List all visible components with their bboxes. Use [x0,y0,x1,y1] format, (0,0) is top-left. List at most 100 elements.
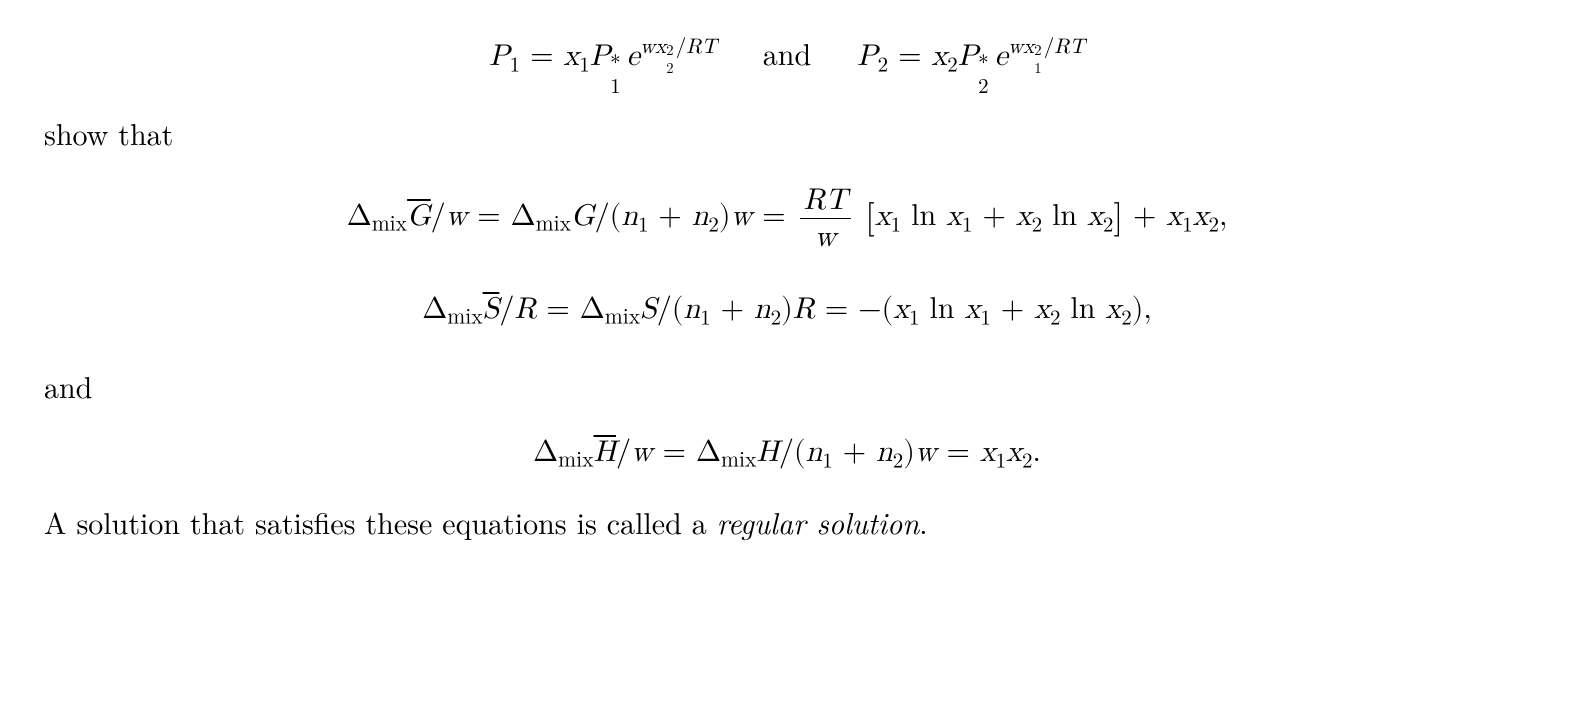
sub-2: 2 [893,451,904,472]
sub-1: 1 [980,308,991,329]
equals: = [530,41,563,71]
x: x [980,437,996,467]
exponent-1: wx22/RT [640,37,717,58]
lparen: ( [610,201,622,231]
x: x [875,201,891,231]
sub-1: 1 [891,216,902,237]
eq2-content: ΔmixG/w = ΔmixG/(n1 + n2)w = RT w [x1 ln… [347,201,1228,231]
lbracket: [ [865,200,875,235]
x: x [893,294,909,324]
slash: / [595,201,610,231]
lparen: ( [882,294,894,324]
e-symbol: e [627,41,640,71]
w: w [446,201,468,231]
ln: ln [1070,294,1095,324]
equals: = [898,41,931,71]
rparen: ) [781,294,793,324]
w: w [815,222,837,252]
show-that-text: show that [44,110,1530,155]
n: n [806,437,823,467]
slash: / [499,294,514,324]
rbracket: ] [1113,200,1123,235]
plus: + [972,201,1015,231]
sub-1: 1 [962,216,973,237]
rparen: ) [903,437,915,467]
plus: + [711,294,754,324]
equals: = [825,294,858,324]
equation-4: ΔmixH/w = ΔmixH/(n1 + n2)w = x1x2. [44,426,1530,478]
r: R [793,294,815,324]
rparen: ) [1132,294,1144,324]
mix-sub: mix [447,307,482,328]
equals: = [663,437,696,467]
exponent-2: wx21/RT [1008,37,1085,58]
eq1-left: P1 = x1P∗1ewx22/RT [489,41,727,71]
n: n [754,294,771,324]
sub-1: 1 [1182,216,1193,237]
sub-2: 2 [1032,216,1043,237]
n: n [621,201,638,231]
sub-2: 2 [1022,451,1033,472]
eq3-content: ΔmixS/R = ΔmixS/(n1 + n2)R = −(x1 ln x1 … [422,294,1152,324]
equals: = [947,437,980,467]
delta: Δ [422,294,447,324]
x: x [946,201,962,231]
lparen: ( [794,437,806,467]
sub-1: 1 [822,451,833,472]
slash: / [657,294,672,324]
s: S [640,294,657,324]
w: w [631,437,653,467]
period: . [1033,437,1041,467]
h-bar: H [594,437,617,467]
regular-solution-term: regular solution [717,500,919,543]
n: n [683,294,700,324]
sub-1: 1 [638,216,649,237]
sub-1: 1 [909,308,920,329]
g-bar: G [407,201,431,231]
equation-2: ΔmixG/w = ΔmixG/(n1 + n2)w = RT w [x1 ln… [44,183,1530,255]
x: x [1193,201,1209,231]
mix-sub: mix [558,450,593,471]
w: w [915,437,937,467]
ln: ln [1052,201,1077,231]
plus: + [991,294,1034,324]
w: w [731,201,753,231]
and-connector: and [763,31,811,74]
comma: , [1219,201,1227,231]
and-label: and [44,364,92,407]
slash: / [616,437,631,467]
rt: RT [804,185,848,215]
rparen: ) [719,201,731,231]
e-symbol: e [995,41,1008,71]
slash: / [431,201,446,231]
sub-2: 2 [947,55,958,76]
x: x [1006,437,1022,467]
x-symbol: x [931,41,947,71]
mix-sub: mix [605,307,640,328]
x: x [1016,201,1032,231]
final-sentence: A solution that satisfies these equation… [44,499,1530,544]
and-text: and [44,363,1530,408]
sub-1: 1 [996,451,1007,472]
equals: = [762,201,795,231]
minus: − [858,294,881,324]
plus: + [833,437,876,467]
p-symbol: P [958,41,978,71]
plus: + [1133,201,1166,231]
eq4-content: ΔmixH/w = ΔmixH/(n1 + n2)w = x1x2. [533,437,1041,467]
n: n [876,437,893,467]
x: x [1166,201,1182,231]
equation-3: ΔmixS/R = ΔmixS/(n1 + n2)R = −(x1 ln x1 … [44,283,1530,335]
sub-2: 2 [878,55,889,76]
period: . [919,500,927,543]
show-that-label: show that [44,111,173,154]
mix-sub: mix [536,215,571,236]
n: n [692,201,709,231]
r: R [514,294,536,324]
p-symbol: P [590,41,610,71]
equation-1: P1 = x1P∗1ewx22/RT and P2 = x2P∗2ewx21/R… [44,30,1530,82]
x: x [1087,201,1103,231]
delta: Δ [347,201,372,231]
delta: Δ [580,294,605,324]
plus: + [648,201,691,231]
